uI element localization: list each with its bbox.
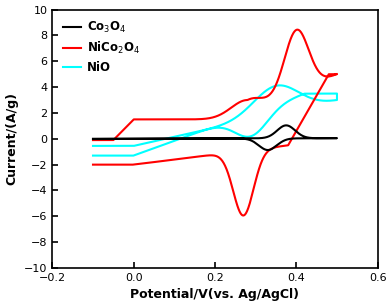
Legend: Co$_3$O$_4$, NiCo$_2$O$_4$, NiO: Co$_3$O$_4$, NiCo$_2$O$_4$, NiO (58, 15, 144, 79)
X-axis label: Potential/V(vs. Ag/AgCl): Potential/V(vs. Ag/AgCl) (131, 289, 299, 301)
Y-axis label: Current/(A/g): Current/(A/g) (5, 92, 18, 185)
